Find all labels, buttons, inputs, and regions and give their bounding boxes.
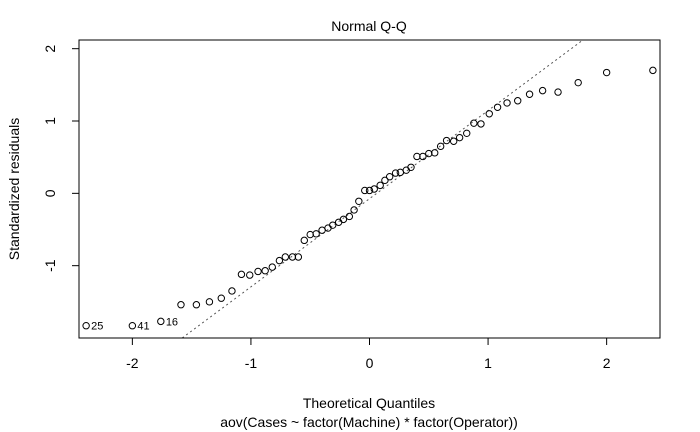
data-point-35 xyxy=(391,169,400,177)
data-point-32 xyxy=(376,181,384,190)
y-tick-label: 2 xyxy=(42,45,58,53)
data-point-14 xyxy=(275,256,284,265)
data-point-19 xyxy=(306,230,314,239)
data-point-57 xyxy=(574,78,582,87)
data-point-1 xyxy=(82,322,90,330)
data-point-55 xyxy=(538,86,547,95)
data-point-11 xyxy=(254,267,262,276)
plot-area: 25 41 16 xyxy=(78,39,661,339)
data-point-46 xyxy=(455,133,464,142)
reference-line xyxy=(181,39,584,339)
data-point-33 xyxy=(381,176,389,185)
x-tick-label: 2 xyxy=(603,355,611,371)
data-point-38 xyxy=(407,163,415,172)
data-point-3 xyxy=(157,317,165,326)
data-point-34 xyxy=(385,173,394,181)
data-point-51 xyxy=(493,103,502,111)
y-tick-label: 1 xyxy=(42,117,58,125)
data-point-23 xyxy=(329,221,337,229)
data-point-31 xyxy=(370,185,378,193)
data-point-50 xyxy=(485,110,493,118)
data-point-20 xyxy=(312,230,320,238)
data-point-43 xyxy=(436,142,445,151)
data-point-8 xyxy=(228,287,236,295)
x-tick-label: 0 xyxy=(366,355,374,371)
data-point-41 xyxy=(425,149,433,158)
point-label-25: 25 xyxy=(91,321,103,333)
data-point-26 xyxy=(345,212,354,221)
chart-subtitle: aov(Cases ~ factor(Machine) * factor(Ope… xyxy=(220,414,518,430)
data-point-45 xyxy=(449,137,458,145)
data-point-5 xyxy=(192,301,201,309)
data-point-28 xyxy=(355,197,363,205)
data-point-40 xyxy=(419,152,427,161)
chart-title: Normal Q-Q xyxy=(331,18,407,34)
data-point-53 xyxy=(514,97,522,105)
point-labels-layer: 25 41 16 xyxy=(91,316,178,332)
x-axis-label: Theoretical Quantiles xyxy=(303,395,435,411)
data-point-12 xyxy=(261,267,269,275)
data-point-42 xyxy=(431,149,439,157)
plot-frame xyxy=(78,39,661,339)
data-point-29 xyxy=(361,186,369,195)
data-point-54 xyxy=(525,90,534,98)
data-point-17 xyxy=(294,253,303,261)
point-label-41: 41 xyxy=(137,321,149,333)
data-point-15 xyxy=(281,253,290,261)
x-tick-label: -2 xyxy=(126,355,139,371)
y-tick-label: 0 xyxy=(42,189,58,197)
point-label-16: 16 xyxy=(166,316,178,328)
data-point-2 xyxy=(128,322,137,330)
data-point-56 xyxy=(554,88,562,96)
y-axis-label: Standardized residuals xyxy=(6,118,22,260)
data-point-47 xyxy=(463,129,471,138)
data-point-27 xyxy=(350,206,358,214)
y-axis: -1 0 1 2 xyxy=(42,45,80,272)
data-point-25 xyxy=(339,215,348,224)
data-point-6 xyxy=(205,298,214,306)
points-layer xyxy=(82,66,657,330)
data-point-4 xyxy=(177,301,185,309)
data-point-24 xyxy=(334,218,343,226)
data-point-48 xyxy=(470,119,478,127)
y-tick-label: -1 xyxy=(42,259,58,272)
data-point-22 xyxy=(324,224,332,232)
data-point-49 xyxy=(477,120,485,128)
data-point-13 xyxy=(268,263,276,271)
data-point-9 xyxy=(237,270,246,279)
data-point-44 xyxy=(442,136,451,145)
data-point-7 xyxy=(217,294,225,302)
data-point-18 xyxy=(300,236,308,245)
data-point-58 xyxy=(602,68,611,77)
data-point-10 xyxy=(246,271,254,279)
x-tick-label: -1 xyxy=(245,355,258,371)
x-axis: -2 -1 0 1 2 xyxy=(126,337,611,371)
data-point-30 xyxy=(365,186,374,195)
x-tick-label: 1 xyxy=(484,355,492,371)
data-point-59 xyxy=(649,66,657,75)
data-point-52 xyxy=(503,99,511,107)
